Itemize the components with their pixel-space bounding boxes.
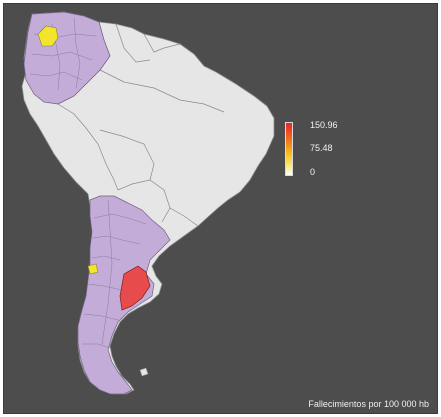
map-frame: 150.96 75.48 0 Fallecimientos por 100 00… [3, 3, 438, 414]
legend-max-label: 150.96 [310, 120, 338, 130]
south-america-map [21, 11, 275, 395]
islands [139, 367, 149, 377]
region-buenos-aires [119, 265, 151, 311]
south-america-landmass [21, 11, 275, 395]
color-scale-bar [285, 122, 293, 176]
legend-mid-label: 75.48 [310, 143, 333, 153]
region-mendoza [87, 263, 99, 275]
legend-min-label: 0 [310, 167, 316, 177]
color-legend: 150.96 75.48 0 [282, 119, 362, 179]
map-caption: Fallecimientos por 100 000 hb [308, 399, 429, 409]
region-bogota [37, 25, 59, 47]
argentina-provinces [82, 199, 147, 349]
